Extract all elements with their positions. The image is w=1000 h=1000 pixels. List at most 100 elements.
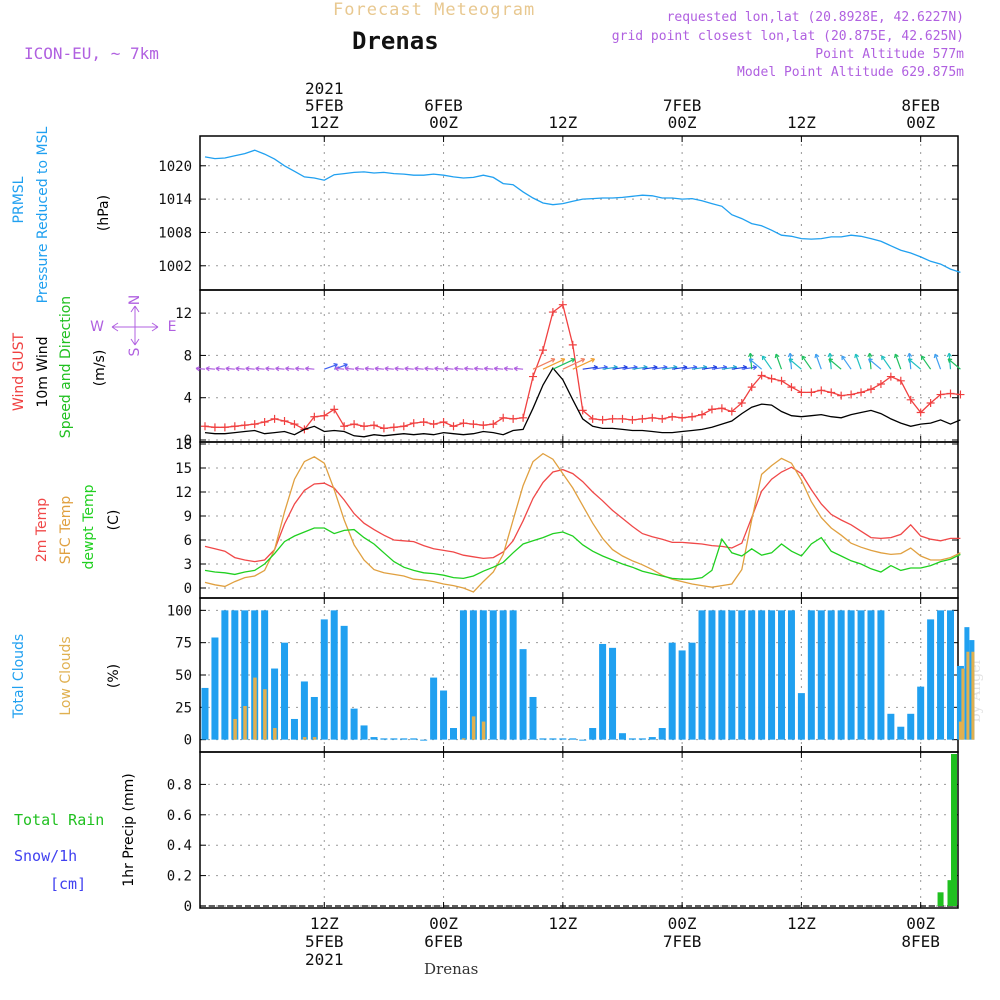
total-cloud-bar [937, 610, 945, 740]
rain-bar [937, 892, 944, 906]
y-tick-label: 25 [175, 700, 192, 716]
ylabel-low-clouds: Low Clouds [58, 636, 74, 715]
ylabel-units: (%) [106, 664, 122, 688]
wind-arrowhead [761, 355, 767, 361]
wind-arrowhead [374, 366, 379, 372]
total-cloud-bar [897, 726, 905, 740]
gust-point [529, 372, 538, 381]
wind-arrow [225, 367, 235, 370]
total-cloud-bar [400, 738, 408, 740]
total-cloud-bar [648, 737, 656, 740]
total-cloud-bar [768, 610, 776, 740]
wind-arrowhead [394, 366, 399, 372]
y-tick-label: 100 [167, 603, 192, 619]
gust-point [210, 423, 219, 432]
gust-point [926, 399, 935, 407]
compass-n: N [127, 295, 143, 305]
wind-arrowhead [946, 352, 952, 358]
wind-arrow [295, 367, 305, 370]
gust-point [707, 405, 716, 414]
wind-arrow [592, 366, 608, 370]
gust-point [479, 421, 488, 430]
ylabel-units: (hPa) [96, 195, 112, 231]
wind-arrow [841, 355, 852, 370]
y-tick-label: 4 [184, 391, 192, 407]
gust-point [668, 412, 677, 421]
wind-arrowhead [474, 366, 479, 372]
wind-arrow [572, 358, 595, 370]
total-cloud-bar [579, 739, 587, 741]
gust-point [330, 405, 339, 414]
total-cloud-bar [708, 610, 716, 740]
y-tick-label: 1008 [158, 225, 192, 241]
gust-point [906, 395, 915, 404]
gust-point [369, 421, 378, 430]
wind-arrow [444, 367, 454, 370]
low-cloud-bar [971, 651, 975, 740]
top-time-label: 12Z [548, 113, 577, 132]
total-cloud-bar [290, 718, 298, 740]
wind-arrow [815, 353, 822, 370]
wind-arrow [514, 367, 524, 370]
model-label: ICON-EU, ~ 7km [24, 44, 159, 63]
total-cloud-bar [817, 610, 825, 740]
y-tick-label: 1014 [158, 192, 192, 208]
wind-arrowhead [550, 358, 556, 363]
wind-arrowhead [444, 366, 449, 372]
total-cloud-bar [450, 728, 457, 740]
gust-point [886, 372, 895, 381]
wind-arrow [749, 353, 753, 370]
wind-arrow [801, 355, 812, 370]
wind-arrow [414, 367, 424, 370]
gust-point [409, 419, 418, 428]
gust-point [737, 399, 746, 407]
gust-point [956, 390, 965, 399]
total-cloud-bar [310, 696, 318, 740]
top-time-label: 7FEB [663, 96, 702, 115]
legend-snow-units: [cm] [50, 875, 86, 893]
gust-point [548, 308, 557, 317]
low-cloud-bar [263, 689, 267, 740]
gust-point [558, 300, 567, 309]
wind-arrowhead [748, 352, 754, 358]
y-tick-label: 0.2 [167, 869, 192, 885]
wind-arrow [748, 358, 763, 370]
gust-point [837, 391, 846, 400]
gust-point [489, 420, 498, 429]
y-tick-label: 1020 [158, 159, 192, 175]
compass-arrowheads [111, 305, 159, 346]
grid-point-location: grid point closest lon,lat (20.875E, 42.… [611, 29, 964, 44]
gust-point [379, 424, 388, 433]
ylabel-units: (C) [106, 510, 122, 531]
y-tick-label: 0.6 [167, 808, 192, 824]
y-tick-label: 50 [175, 668, 192, 684]
total-cloud-bar [927, 619, 935, 740]
y-tick-label: 6 [184, 533, 192, 549]
gust-point [946, 389, 955, 398]
legend-total-rain: Total Rain [14, 811, 104, 829]
top-time-label: 5FEB [305, 96, 344, 115]
wind-arrowhead [344, 366, 349, 372]
panel-precip: 0 0.2 0.4 0.6 0.8 Total Rain Snow/1h [cm] 1hr Pr… [14, 751, 959, 915]
total-cloud-bar [907, 713, 915, 740]
wind-arrow [934, 353, 942, 370]
gust-point [509, 414, 518, 423]
gust-point [817, 386, 826, 395]
wind-arrow [265, 367, 275, 370]
panel-frame [199, 751, 959, 909]
wind-arrow [355, 367, 365, 370]
total-cloud-bar [589, 728, 597, 740]
gust-point [270, 414, 279, 423]
compass-icon: N S W E [90, 295, 176, 357]
y-tick-label: 0 [184, 899, 192, 915]
total-cloud-bar [758, 610, 766, 740]
total-cloud-bar [549, 738, 557, 740]
compass-w: W [90, 319, 104, 335]
wind-arrow [829, 353, 832, 370]
total-cloud-bar [877, 610, 885, 740]
wind-arrow [920, 355, 932, 370]
rain-bar [947, 880, 954, 906]
total-cloud-bar [440, 690, 448, 740]
y-tick-label: 1002 [158, 259, 192, 275]
